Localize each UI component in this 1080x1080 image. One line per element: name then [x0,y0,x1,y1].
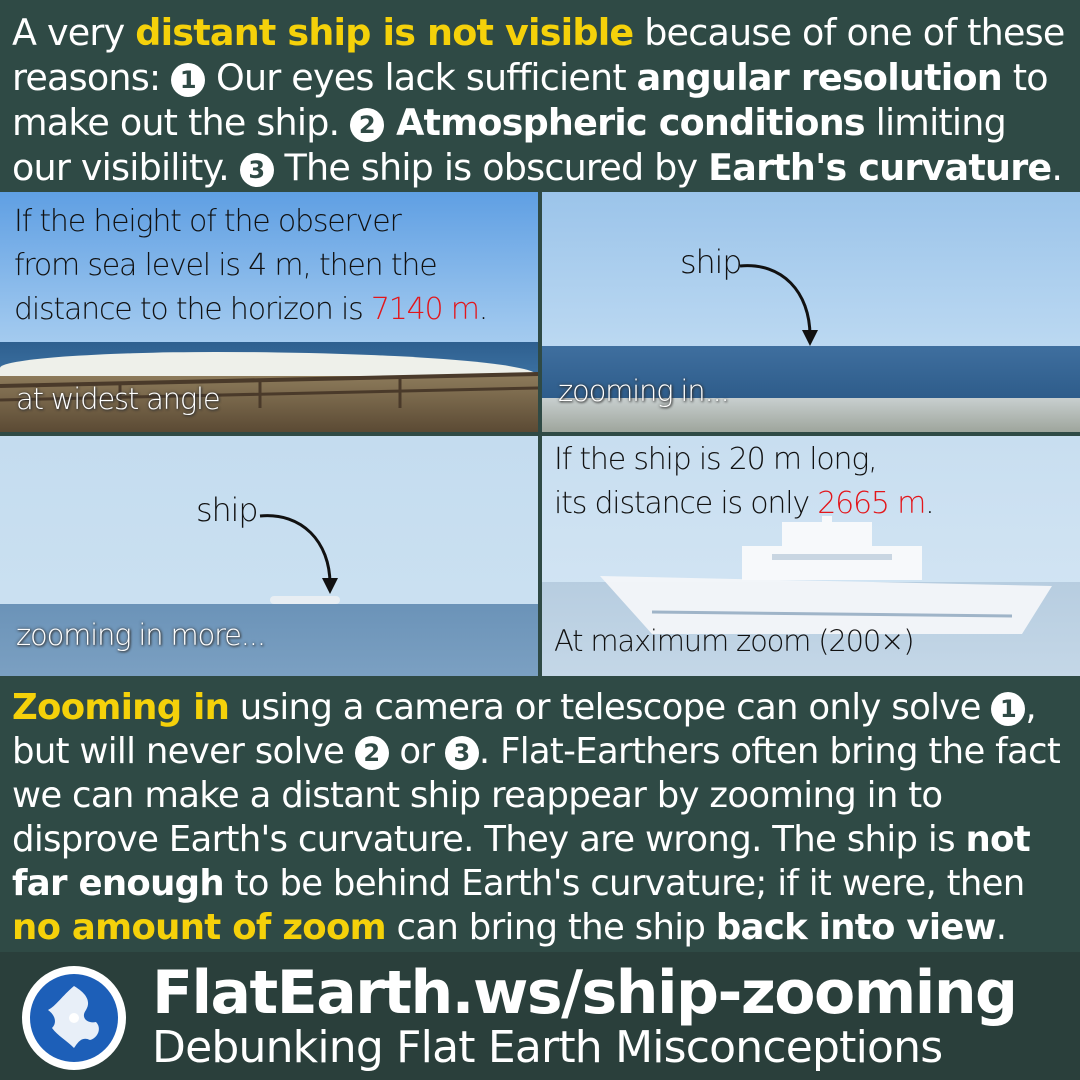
ship-label: ship [196,491,259,529]
note-text: . [925,486,935,521]
outro-text: to be behind Earth's curvature; if it we… [223,863,1026,904]
outro-text: or [388,731,445,772]
panel-caption: At maximum zoom (200×) [554,624,915,658]
intro-text: limiting our visibility. [12,101,1007,189]
intro-text: A very [12,11,136,54]
intro-bold: Earth's curvature [708,146,1052,189]
outro-text: using a camera or telescope can only sol… [229,687,992,728]
note-line: distance to the horizon is 7140 m. [14,288,534,332]
photo-zooming-in: ship zooming in... [542,192,1080,432]
ship-image-icon [600,516,1052,634]
ship-distance-value: 2665 m [817,486,926,521]
intro-text: The ship is obscured by [273,146,709,189]
outro-text: . Flat-Earthers often bring the fact we … [12,731,1061,860]
photo-widest-angle: If the height of the observer from sea l… [0,192,538,432]
note-line: If the ship is 20 m long, [554,442,878,477]
intro-bold: angular resolution [636,56,1003,99]
note-text: distance to the horizon is [14,292,371,327]
ship-distance-note: If the ship is 20 m long, its distance i… [554,438,1074,526]
photo-grid: If the height of the observer from sea l… [0,192,1080,676]
intro-text: because of one of these reasons: [12,11,1065,99]
note-line: If the height of the observer [14,204,402,239]
outro-highlight: no amount of zoom [12,907,387,948]
note-line: its distance is only 2665 m. [554,482,1074,526]
photo-zooming-more: ship zooming in more... [0,436,538,676]
site-tagline: Debunking Flat Earth Misconceptions [152,1022,943,1073]
intro-text: . [1051,146,1063,189]
outro-text: can bring the ship [385,907,716,948]
number-badge-2: 2 [350,108,385,142]
site-url[interactable]: FlatEarth.ws/ship-zooming [152,958,1018,1028]
photo-maximum-zoom: If the ship is 20 m long, its distance i… [542,436,1080,676]
note-text: . [478,292,489,327]
note-line: from sea level is 4 m, then the [14,248,438,283]
note-text: its distance is only [554,486,818,521]
horizon-distance-value: 7140 m [370,292,480,327]
outro-paragraph: Zooming in using a camera or telescope c… [12,686,1072,950]
curved-arrow-icon [259,514,338,594]
outro-bold: not far enough [12,819,1031,904]
sea-band [542,346,1080,404]
intro-bold: Atmospheric conditions [384,101,866,144]
footer: FlatEarth.ws/ship-zooming Debunking Flat… [0,952,1080,1080]
sea-band [0,604,538,676]
intro-highlight: distant ship is not visible [135,11,634,54]
flat-earth-map-icon [24,968,124,1068]
panel-caption: zooming in... [558,374,730,408]
outro-text: . [995,907,1007,948]
shore-band [542,398,1080,432]
panel-caption: at widest angle [16,382,221,416]
outro-bold: back into view [715,907,997,948]
number-badge-2: 2 [354,736,389,770]
intro-text: to make out the ship. [12,56,1049,144]
panel-caption: zooming in more... [16,618,266,652]
number-badge-1: 1 [171,63,206,97]
railing-icon [0,372,538,408]
horizon-distance-note: If the height of the observer from sea l… [14,200,534,332]
globe-logo-icon[interactable] [22,966,126,1070]
distant-ship-speck [270,596,340,604]
outro-highlight: Zooming in [12,687,230,728]
intro-text: Our eyes lack sufficient [205,56,637,99]
curved-arrow-icon [739,264,818,346]
number-badge-1: 1 [991,692,1026,726]
intro-paragraph: A very distant ship is not visible becau… [12,10,1068,190]
ship-label: ship [680,243,743,281]
number-badge-3: 3 [444,736,479,770]
number-badge-3: 3 [239,153,274,187]
outro-text: , but will never solve [12,687,1037,772]
